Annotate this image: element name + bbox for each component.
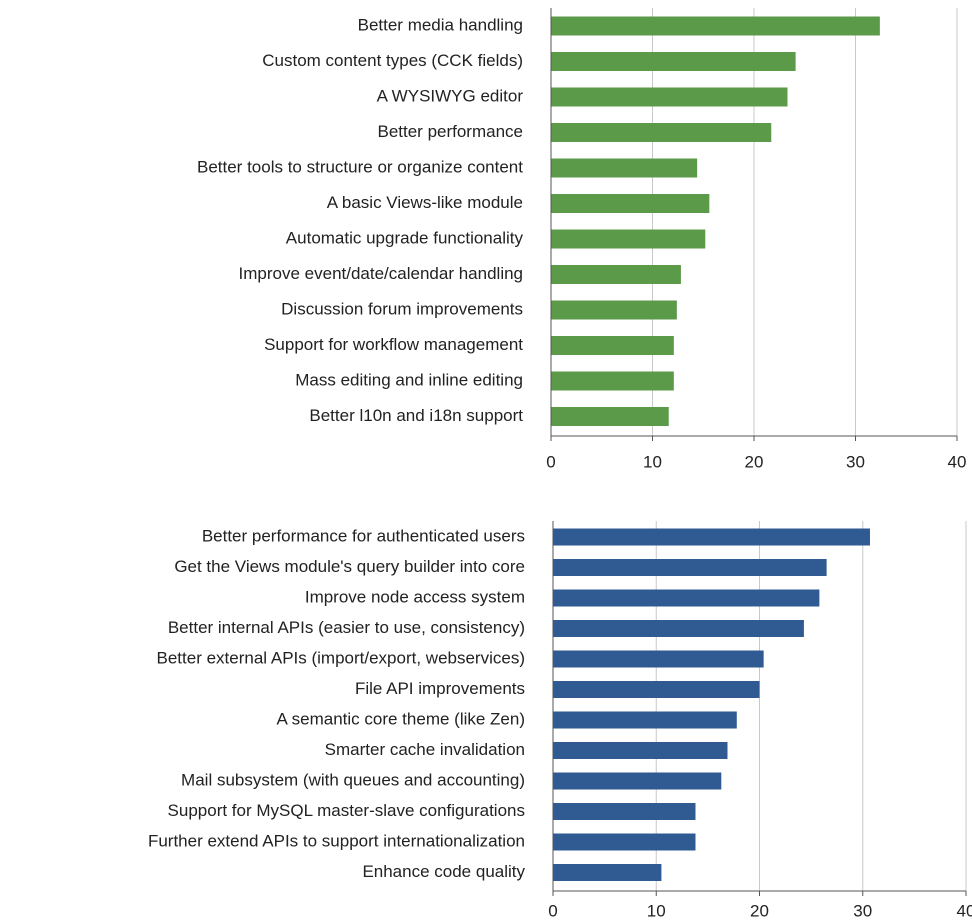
bar [553, 650, 764, 668]
y-tick-label: Better performance [377, 122, 523, 141]
bar [551, 16, 880, 36]
bar [551, 229, 706, 249]
y-tick-label: Better media handling [358, 15, 523, 34]
y-tick-label: Automatic upgrade functionality [286, 228, 524, 247]
y-tick-label: A WYSIWYG editor [377, 86, 524, 105]
bar [551, 123, 772, 142]
y-tick-label: Better performance for authenticated use… [202, 526, 525, 545]
bar [553, 711, 737, 729]
x-tick-label: 10 [643, 452, 662, 471]
bar [553, 742, 728, 759]
y-tick-label: Mass editing and inline editing [295, 370, 523, 389]
y-tick-label: Custom content types (CCK fields) [262, 51, 523, 70]
y-tick-label: Better external APIs (import/export, web… [157, 648, 525, 667]
bar [553, 559, 827, 576]
y-tick-label: Better tools to structure or organize co… [197, 157, 523, 176]
y-tick-label: Discussion forum improvements [281, 299, 523, 318]
y-tick-label: Support for MySQL master-slave configura… [168, 801, 525, 820]
y-tick-label: File API improvements [355, 679, 525, 698]
y-tick-label: Improve node access system [305, 587, 525, 606]
x-tick-label: 20 [750, 901, 769, 920]
y-tick-label: Better internal APIs (easier to use, con… [168, 618, 525, 637]
y-tick-label: Get the Views module's query builder int… [174, 557, 525, 576]
y-tick-label: Further extend APIs to support internati… [148, 831, 525, 850]
x-tick-label: 0 [546, 452, 555, 471]
bar [551, 407, 669, 426]
x-tick-label: 30 [846, 452, 865, 471]
bar [553, 681, 760, 698]
x-tick-label: 40 [948, 452, 967, 471]
bar [553, 833, 696, 851]
x-tick-label: 30 [853, 901, 872, 920]
bar [553, 589, 820, 607]
y-tick-label: A semantic core theme (like Zen) [277, 709, 525, 728]
bar [551, 371, 674, 391]
bar [553, 620, 804, 637]
bar [553, 772, 722, 790]
bar [551, 336, 674, 355]
y-tick-label: Improve event/date/calendar handling [239, 264, 523, 283]
bar [553, 864, 662, 881]
bar [551, 265, 681, 284]
y-tick-label: Enhance code quality [362, 862, 525, 881]
x-tick-label: 0 [548, 901, 557, 920]
bar [551, 158, 698, 178]
bar [551, 87, 788, 107]
bar [551, 194, 710, 213]
y-tick-label: Support for workflow management [264, 335, 523, 354]
y-tick-label: Smarter cache invalidation [325, 740, 525, 759]
bar [551, 52, 796, 71]
y-tick-label: Better l10n and i18n support [309, 406, 523, 425]
x-tick-label: 40 [957, 901, 972, 920]
x-tick-label: 10 [647, 901, 666, 920]
x-tick-label: 20 [745, 452, 764, 471]
bar [553, 803, 696, 820]
bar [553, 528, 870, 546]
y-tick-label: A basic Views-like module [327, 193, 523, 212]
y-tick-label: Mail subsystem (with queues and accounti… [181, 770, 525, 789]
bar [551, 300, 677, 320]
